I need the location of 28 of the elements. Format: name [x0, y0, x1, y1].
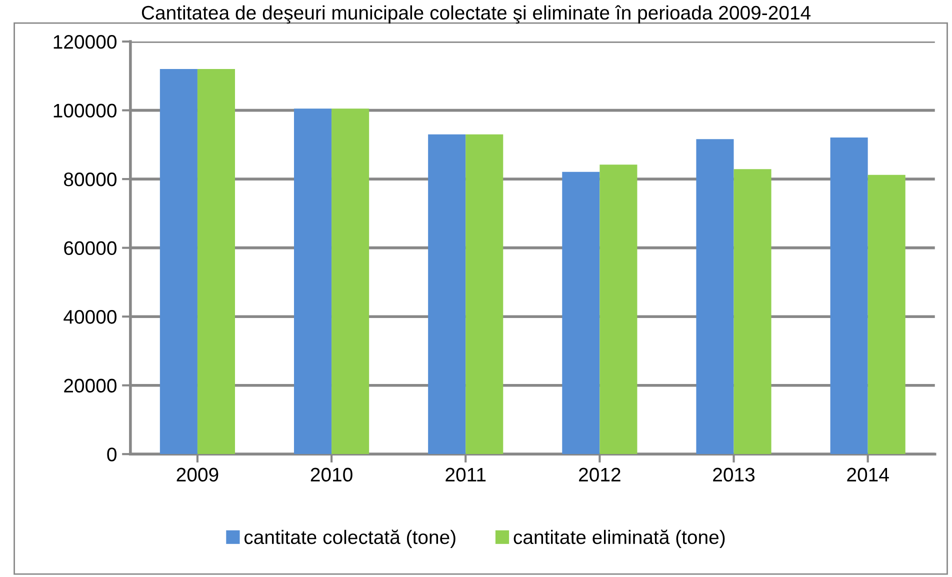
- bar: [294, 108, 332, 454]
- bar: [868, 174, 906, 454]
- y-tick-label: 20000: [64, 378, 116, 393]
- x-tick-label: 2012: [579, 468, 620, 482]
- bar: [830, 137, 868, 454]
- legend-label: cantitate colectată (tone): [244, 530, 456, 548]
- x-tick-label: 2009: [176, 468, 218, 482]
- y-tick-label: 0: [107, 448, 116, 462]
- chart-title: Cantitatea de deşeuri municipale colectate şi eliminate în perioada 2009-2014: [142, 5, 811, 24]
- bar: [197, 69, 235, 454]
- x-tick-label: 2013: [713, 468, 755, 482]
- bar: [600, 164, 638, 454]
- x-tick-label: 2011: [446, 468, 486, 482]
- y-tick-label: 100000: [54, 104, 116, 118]
- x-tick-label: 2010: [310, 468, 352, 482]
- y-tick-label: 40000: [64, 310, 116, 324]
- bar: [466, 134, 504, 454]
- bar: [562, 172, 600, 454]
- bar: [160, 69, 198, 454]
- bar: [332, 108, 370, 454]
- bar: [734, 169, 772, 454]
- x-tick-label: 2014: [847, 468, 889, 482]
- bar: [696, 139, 734, 454]
- bar: [428, 134, 466, 454]
- y-tick-label: 60000: [64, 241, 116, 256]
- y-tick-label: 120000: [54, 35, 116, 49]
- y-tick-label: 80000: [64, 172, 116, 186]
- legend-label: cantitate eliminată (tone): [514, 530, 725, 548]
